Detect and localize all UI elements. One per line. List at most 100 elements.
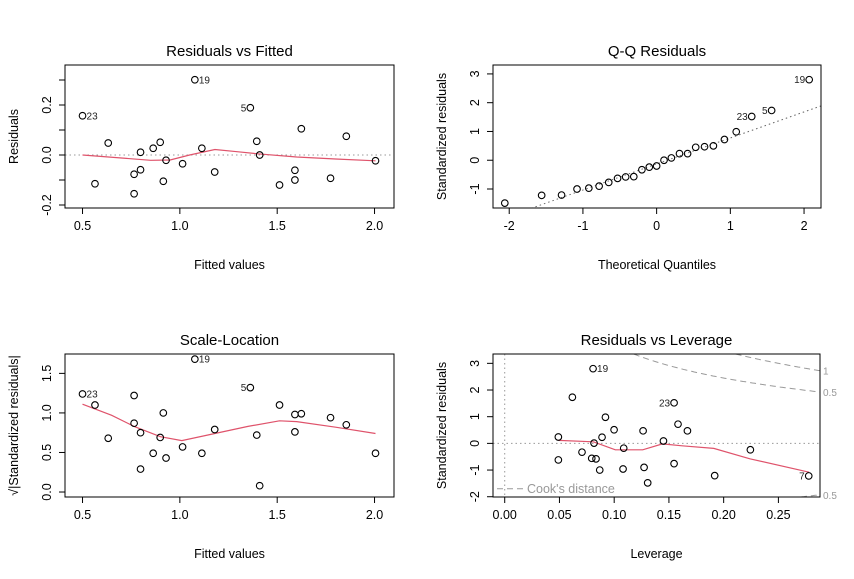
data-point [162,156,170,165]
data-point [159,177,168,186]
data-point [595,182,603,190]
data-point [767,106,776,115]
data-point [297,409,306,418]
data-point [326,174,335,183]
y-tick-label: -1 [468,464,482,475]
qq-reference-line [530,105,821,208]
data-point [640,463,648,472]
y-axis-label: √|Standardized residuals| [7,355,21,496]
data-point [162,454,170,462]
y-tick-label: 0.2 [40,96,54,113]
x-tick-label: -2 [504,219,515,233]
panel-title: Q-Q Residuals [608,43,706,60]
data-point [291,176,299,184]
data-point [371,156,380,165]
y-tick-label: -1 [468,183,482,194]
data-point [659,437,668,445]
x-tick-label: 2.0 [366,219,383,233]
y-tick-label: 0 [468,440,482,447]
y-tick-label: 3 [468,70,482,77]
x-axis-label: Fitted values [194,258,265,272]
data-point [130,391,138,400]
cooks-level-label: 0.5 [823,388,837,399]
data-point [568,393,577,402]
point-label: 5 [762,106,768,117]
x-tick-label: 0.15 [657,508,681,522]
data-point [190,75,199,84]
y-tick-label: 1 [468,413,482,420]
data-point [342,420,351,429]
data-point [683,149,692,158]
data-point [667,154,676,162]
data-point [629,172,638,181]
data-point [554,433,563,441]
data-point [670,398,678,407]
data-point [592,454,600,463]
plot-frame [64,353,395,498]
cooks-distance-contour [633,354,820,393]
point-label: 19 [794,75,806,86]
data-point [804,472,813,480]
x-tick-label: 0 [653,219,660,233]
scale-location-panel: Scale-Location Fitted values √|Standardize… [7,332,395,561]
data-point [78,390,87,398]
x-axis-label: Leverage [630,547,682,561]
data-point [136,465,145,473]
data-point [246,103,255,112]
y-tick-label: 2 [468,99,482,106]
data-point [643,479,652,487]
plot-frame [64,64,395,209]
point-label: 19 [199,355,211,366]
residuals-vs-leverage-panel: Residuals vs Leverage Leverage Standardize… [435,332,837,561]
data-point [371,449,380,458]
data-point [590,439,598,447]
x-tick-label: 0.20 [711,508,735,522]
data-point [805,75,814,84]
data-point [589,364,597,373]
plot-area [65,148,394,162]
point-label: 23 [737,112,749,123]
data-point [554,456,563,464]
x-axis-label: Fitted values [194,547,265,561]
data-point [710,471,719,480]
data-point [246,383,255,392]
data-point [190,355,199,363]
data-point [130,419,138,428]
data-point [252,431,261,439]
x-tick-label: 2.0 [366,508,383,522]
x-tick-label: 2 [801,219,808,233]
data-point [130,170,138,179]
data-point [652,162,661,170]
data-point [91,401,99,409]
cooks-level-label: 1 [823,367,829,378]
x-tick-label: 0.10 [602,508,626,522]
data-point [691,143,700,152]
data-point [210,168,219,176]
cooks-level-label: 0.5 [823,491,837,502]
data-point [500,199,509,207]
point-label: 23 [659,398,671,409]
data-point [291,428,299,436]
data-point [291,166,299,175]
x-tick-label: 0.5 [74,219,91,233]
data-point [159,409,168,417]
y-tick-label: 1.5 [40,365,54,382]
cooks-distance-contour [735,354,820,372]
panel-title: Scale-Location [180,332,279,349]
data-point [604,178,613,187]
data-point [746,445,755,454]
y-axis-label: Standardized residuals [435,73,449,200]
data-point [537,191,546,200]
data-point [683,426,692,435]
data-point [149,449,158,458]
smooth-line [82,148,376,162]
data-point [619,465,627,473]
data-point [326,413,335,422]
data-point [297,124,306,133]
data-point [78,111,87,120]
data-point [156,433,165,442]
point-label: 19 [199,75,211,86]
x-tick-label: 0.05 [547,508,571,522]
y-tick-label: 0.5 [40,444,54,461]
